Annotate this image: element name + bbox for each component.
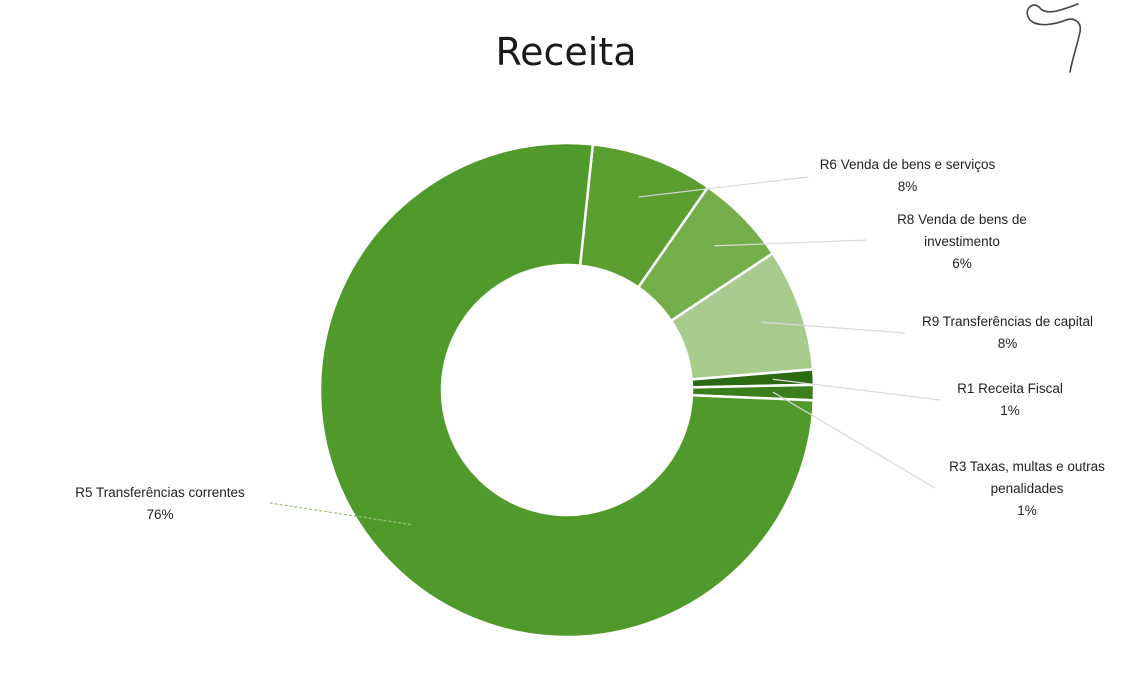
slice-value-r5: 76% bbox=[146, 507, 174, 522]
slice-value-r8: 6% bbox=[952, 256, 972, 271]
leader-line-r6 bbox=[638, 176, 809, 198]
slice-value-r9: 8% bbox=[997, 336, 1018, 351]
slice-name-r9: R9 Transferências de capital bbox=[921, 314, 1094, 329]
slice-label-r9: R9 Transferências de capital 8% bbox=[895, 311, 1120, 355]
leader-line-r3 bbox=[772, 391, 936, 489]
slice-value-r6: 8% bbox=[897, 179, 918, 194]
leader-line-r5 bbox=[269, 502, 412, 526]
slice-label-r8: R8 Venda de bens de investimento 6% bbox=[862, 209, 1062, 275]
slice-name-r1: R1 Receita Fiscal bbox=[957, 381, 1063, 396]
leader-line-r9 bbox=[761, 321, 906, 334]
leader-line-r8 bbox=[714, 239, 867, 247]
slice-name-r3-line1: R3 Taxas, multas e outras bbox=[949, 459, 1105, 474]
slice-name-r3-line2: penalidades bbox=[990, 481, 1064, 496]
slice-value-r1: 1% bbox=[1000, 403, 1020, 418]
slice-name-r8-line1: R8 Venda de bens de bbox=[897, 212, 1027, 227]
slice-label-r3: R3 Taxas, multas e outras penalidades 1% bbox=[917, 456, 1121, 522]
slice-name-r5: R5 Transferências correntes bbox=[75, 485, 245, 500]
slice-value-r3: 1% bbox=[1017, 503, 1037, 518]
slice-name-r8-line2: investimento bbox=[924, 234, 1000, 249]
slice-r5 bbox=[318, 141, 816, 639]
chart-title: Receita bbox=[495, 30, 637, 74]
slice-label-r6: R6 Venda de bens e serviços 8% bbox=[795, 154, 1020, 198]
slice-name-r6: R6 Venda de bens e serviços bbox=[819, 157, 996, 172]
slice-label-r1: R1 Receita Fiscal 1% bbox=[925, 378, 1095, 422]
slice-label-r5: R5 Transferências correntes 76% bbox=[40, 482, 280, 526]
leader-line-r1 bbox=[772, 378, 941, 401]
